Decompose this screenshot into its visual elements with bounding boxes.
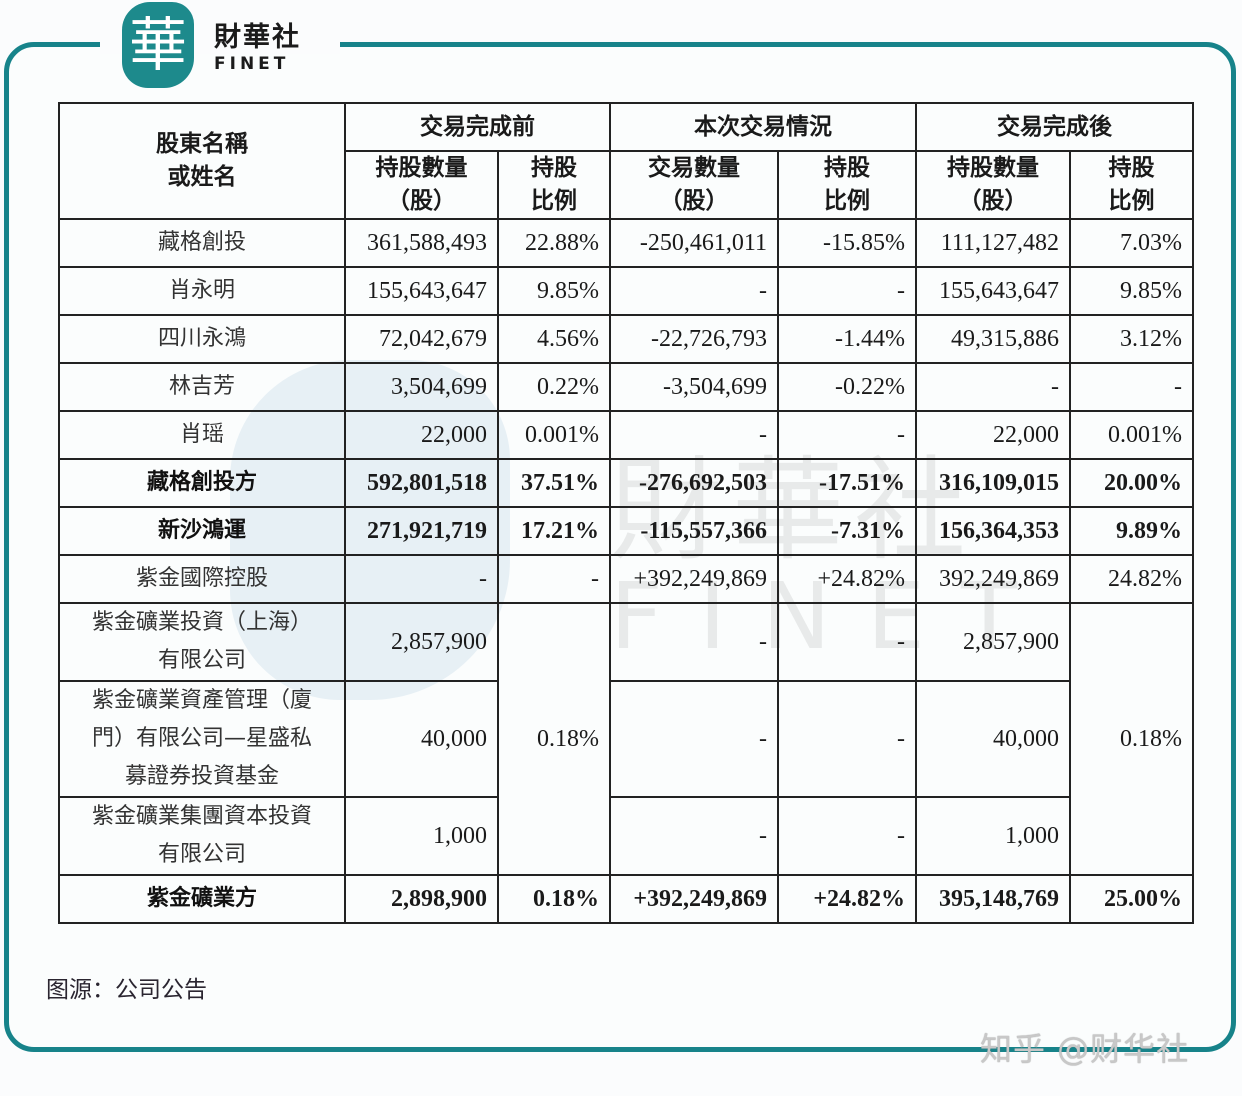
header-after: 交易完成後 bbox=[915, 102, 1194, 152]
brand-en: FINET bbox=[214, 54, 290, 74]
shareholding-table: 股東名稱 或姓名 交易完成前 本次交易情況 交易完成後 持股數量 （股） 持股 比例 … bbox=[58, 102, 1194, 924]
finet-logo-icon: 華 bbox=[122, 2, 194, 88]
source-caption: 图源：公司公告 bbox=[46, 977, 207, 1003]
table-row: 紫金國際控股 - - +392,249,869 +24.82% 392,249,… bbox=[58, 554, 1194, 604]
table-row: 紫金礦業集團資本投資 有限公司 1,000 - - 1,000 bbox=[58, 796, 1193, 876]
table-row: 林吉芳 3,504,699 0.22% -3,504,699 -0.22% - … bbox=[58, 362, 1194, 412]
brand: 財華社 FINET bbox=[214, 24, 301, 74]
header-transaction: 本次交易情況 bbox=[609, 102, 917, 152]
merged-before-pct: 0.18% bbox=[497, 602, 611, 876]
table-row: 肖瑶 22,000 0.001% - - 22,000 0.001% bbox=[58, 410, 1194, 460]
header-before: 交易完成前 bbox=[344, 102, 611, 152]
zhihu-watermark: 知乎 @财华社 bbox=[980, 1030, 1190, 1068]
table-row: 肖永明 155,643,647 9.85% - - 155,643,647 9.… bbox=[58, 266, 1194, 316]
table-row: 紫金礦業資產管理（廈 門）有限公司—星盛私 募證券投資基金 40,000 - - 4… bbox=[58, 680, 1193, 798]
table-row-subtotal: 新沙鴻運 271,921,719 17.21% -115,557,366 -7.… bbox=[58, 506, 1194, 556]
subheader-after-qty: 持股數量 （股） bbox=[915, 150, 1071, 220]
header-shareholder-name: 股東名稱 或姓名 bbox=[58, 102, 346, 220]
merged-after-pct: 0.18% bbox=[1069, 602, 1194, 876]
subheader-after-pct: 持股 比例 bbox=[1069, 150, 1194, 220]
table-row-subtotal: 藏格創投方 592,801,518 37.51% -276,692,503 -1… bbox=[58, 458, 1194, 508]
subheader-before-qty: 持股數量 （股） bbox=[344, 150, 499, 220]
table-row: 四川永鴻 72,042,679 4.56% -22,726,793 -1.44%… bbox=[58, 314, 1194, 364]
brand-cn: 財華社 bbox=[214, 22, 301, 53]
table-row: 藏格創投 361,588,493 22.88% -250,461,011 -15… bbox=[58, 218, 1194, 268]
table-row: 紫金礦業投資（上海） 有限公司 2,857,900 0.18% - - 2,857… bbox=[58, 602, 1194, 876]
subheader-before-pct: 持股 比例 bbox=[497, 150, 611, 220]
table-row-subtotal: 紫金礦業方 2,898,900 0.18% +392,249,869 +24.8… bbox=[58, 874, 1194, 924]
subheader-tx-pct: 持股 比例 bbox=[777, 150, 917, 220]
subheader-tx-qty: 交易數量 （股） bbox=[609, 150, 779, 220]
